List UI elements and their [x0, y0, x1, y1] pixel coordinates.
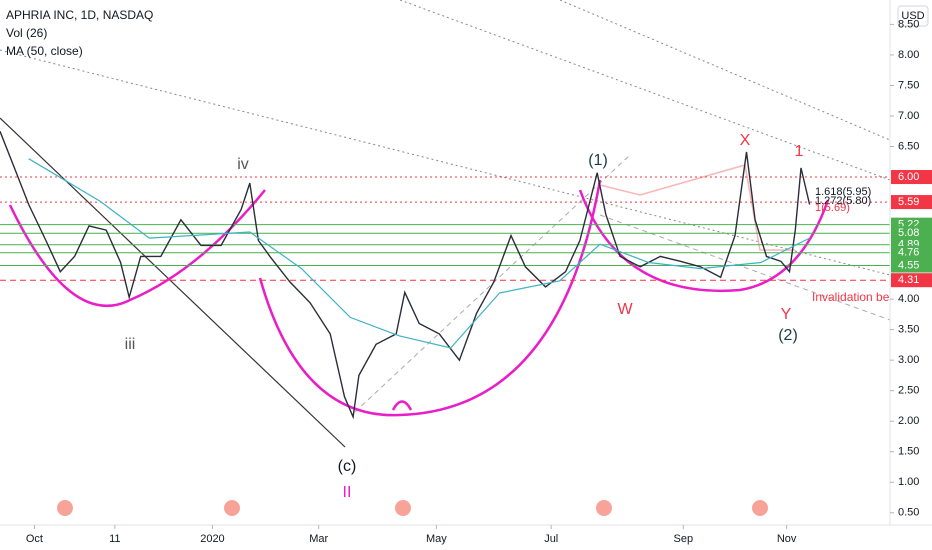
y-tick-label: 7.50: [898, 79, 919, 91]
x-tick-label: May: [426, 533, 447, 545]
x-tick-label: Jul: [544, 533, 558, 545]
arc: [391, 400, 413, 411]
plot: [0, 131, 890, 420]
y-tick-label: 6.50: [898, 140, 919, 152]
x-tick-label: 11: [109, 533, 120, 545]
x-tick-label: 2020: [200, 533, 224, 545]
arc: [258, 179, 602, 417]
channel-line: [599, 214, 891, 321]
indicator-label: Vol (26): [6, 26, 47, 40]
y-tick-label: 1.50: [898, 446, 919, 458]
y-tick-label: 8.50: [898, 18, 919, 30]
note: Invalidation be: [812, 290, 890, 304]
wave-label: iv: [237, 156, 249, 173]
trend-line: [399, 0, 891, 181]
price-tag-label: 4.76: [898, 247, 919, 259]
earnings-marker: [752, 500, 768, 516]
earnings-marker: [224, 500, 240, 516]
price-tag-label: 4.55: [898, 259, 919, 271]
earnings-markers: [57, 500, 768, 516]
x-tick-label: Mar: [309, 533, 328, 545]
wave-label: (2): [778, 327, 798, 344]
price-tag: [891, 258, 932, 273]
fib-label: 1(5.69): [815, 202, 850, 214]
price-tag-label: 4.31: [898, 274, 919, 286]
annotations: iv iii (c) II (1) W X Y (2) 1 Invalidati…: [125, 132, 890, 501]
currency-box[interactable]: [897, 5, 929, 27]
earnings-marker: [395, 500, 411, 516]
earnings-marker: [596, 500, 612, 516]
price-tag: [891, 245, 932, 260]
y-tick-label: 8.00: [898, 49, 919, 61]
y-tick-label: 0.50: [898, 507, 919, 519]
wave-label: iii: [125, 336, 136, 353]
y-tick-label: 1.00: [898, 476, 919, 488]
x-tick-label: Nov: [777, 533, 797, 545]
x-tick-label: Sep: [674, 533, 694, 545]
arc: [8, 189, 266, 307]
earnings-marker: [57, 500, 73, 516]
price-tag-label: 6.00: [898, 171, 919, 183]
wave-label: 1: [795, 143, 804, 160]
price-tag: [891, 170, 932, 185]
y-tick-label: 3.50: [898, 324, 919, 336]
x-tick-label: Oct: [26, 533, 43, 545]
y-tick-label: 2.50: [898, 385, 919, 397]
trend-line: [0, 49, 891, 276]
wave-label: W: [617, 301, 633, 318]
price-tag-label: 5.59: [898, 196, 919, 208]
price-tag: [891, 226, 932, 241]
y-tick-label: 7.00: [898, 110, 919, 122]
price-tag: [891, 195, 932, 210]
wave-label: X: [740, 132, 751, 149]
wave-label: (1): [588, 152, 608, 169]
arc: [578, 189, 830, 293]
indicator-label: MA (50, close): [6, 44, 83, 58]
chart-title: APHRIA INC, 1D, NASDAQ: [6, 8, 153, 22]
wave-label: II: [343, 484, 352, 501]
fib-label: 1.272(5.80): [815, 195, 871, 207]
ma-line: [28, 158, 810, 349]
price-tag: [891, 273, 932, 288]
drawings: [0, 0, 891, 448]
trend-line: [0, 117, 346, 448]
y-tick-label: 4.00: [898, 293, 919, 305]
wave-label: (c): [338, 458, 357, 475]
y-tick-label: 2.00: [898, 415, 919, 427]
fib-label: 1.618(5.95): [815, 186, 871, 198]
price-tag-label: 5.08: [898, 227, 919, 239]
wave-label: Y: [781, 306, 792, 323]
price-line: [0, 131, 811, 420]
currency-label[interactable]: USD: [901, 10, 924, 22]
y-tick-label: 3.00: [898, 354, 919, 366]
